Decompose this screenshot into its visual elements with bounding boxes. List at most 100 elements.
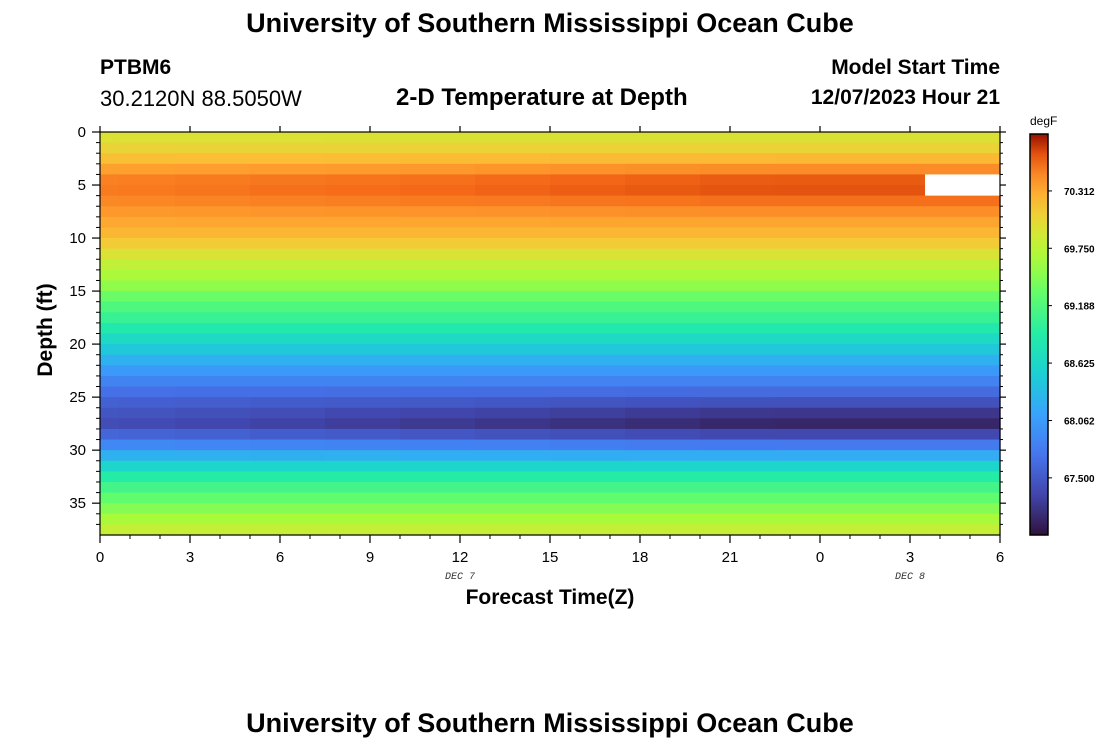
heatmap-cell: [250, 503, 326, 515]
heatmap-cell: [850, 471, 926, 483]
heatmap-cell: [100, 216, 120, 229]
heatmap-cell: [250, 460, 326, 472]
heatmap-cell: [250, 322, 326, 335]
heatmap-cell: [850, 428, 926, 441]
x-tick-label: 15: [542, 549, 559, 566]
heatmap-cell: [325, 206, 401, 218]
station-location: 30.2120N 88.5050W: [100, 86, 302, 111]
heatmap-cell: [550, 439, 626, 451]
heatmap-cell: [325, 238, 401, 250]
heatmap-cell: [400, 312, 476, 324]
heatmap-cell: [700, 375, 776, 388]
heatmap-cell: [850, 460, 926, 472]
heatmap-cell: [325, 397, 401, 409]
heatmap-cell: [550, 195, 626, 207]
heatmap-cell: [100, 206, 120, 218]
heatmap-cell: [175, 354, 251, 366]
heatmap-cell: [775, 259, 851, 271]
heatmap-cell: [100, 344, 120, 356]
heatmap-cell: [550, 227, 626, 239]
heatmap-cell: [550, 492, 626, 504]
heatmap-cell: [400, 397, 476, 409]
heatmap-cell: [550, 142, 626, 154]
heatmap-cell: [325, 195, 401, 207]
heatmap-cell: [475, 418, 551, 430]
heatmap-cell: [175, 481, 251, 494]
heatmap-cell: [250, 216, 326, 229]
heatmap-cell: [250, 407, 326, 419]
heatmap-cell: [175, 312, 251, 324]
heatmap-cell: [625, 428, 701, 441]
heatmap-cell: [400, 344, 476, 356]
heatmap-cell: [850, 269, 926, 282]
heatmap-cell: [118, 481, 176, 494]
heatmap: [100, 132, 1001, 536]
heatmap-cell: [775, 407, 851, 419]
heatmap-cell: [925, 259, 1001, 271]
heatmap-cell: [250, 163, 326, 176]
heatmap-cell: [775, 503, 851, 515]
heatmap-cell: [925, 524, 1001, 536]
heatmap-cell: [118, 153, 176, 165]
heatmap-cell: [118, 163, 176, 176]
heatmap-cell: [175, 322, 251, 335]
heatmap-cell: [175, 428, 251, 441]
heatmap-cell: [775, 354, 851, 366]
heatmap-cell: [400, 259, 476, 271]
heatmap-cell: [325, 174, 401, 186]
heatmap-cell: [700, 333, 776, 345]
heatmap-cell: [118, 238, 176, 250]
heatmap-cell: [250, 439, 326, 451]
heatmap-cell: [850, 280, 926, 292]
heatmap-cell: [100, 322, 120, 335]
heatmap-cell: [400, 428, 476, 441]
heatmap-cell: [100, 386, 120, 398]
heatmap-cell: [700, 439, 776, 451]
heatmap-cell: [850, 301, 926, 313]
heatmap-cell: [250, 386, 326, 398]
heatmap-cell: [850, 450, 926, 462]
heatmap-cell: [550, 206, 626, 218]
heatmap-cell: [625, 460, 701, 472]
heatmap-cell: [625, 227, 701, 239]
heatmap-cell: [625, 238, 701, 250]
heatmap-cell: [175, 471, 251, 483]
heatmap-cell: [850, 216, 926, 229]
heatmap-cell: [850, 174, 926, 186]
x-tick-label: 0: [96, 549, 104, 566]
heatmap-cell: [475, 503, 551, 515]
heatmap-cell: [550, 386, 626, 398]
heatmap-cell: [700, 248, 776, 260]
heatmap-cell: [250, 206, 326, 218]
heatmap-cell: [550, 407, 626, 419]
heatmap-cell: [400, 354, 476, 366]
heatmap-cell: [775, 248, 851, 260]
heatmap-cell: [625, 322, 701, 335]
heatmap-cell: [625, 513, 701, 525]
heatmap-cell: [475, 365, 551, 377]
heatmap-cell: [475, 407, 551, 419]
colorbar-tick-label: 68.062: [1064, 417, 1095, 428]
heatmap-cell: [700, 322, 776, 335]
heatmap-cell: [250, 312, 326, 324]
colorbar-tick-label: 69.750: [1064, 244, 1095, 255]
heatmap-cell: [250, 428, 326, 441]
heatmap-cell: [100, 407, 120, 419]
heatmap-cell: [475, 322, 551, 335]
heatmap-cell: [775, 397, 851, 409]
chart-title: 2-D Temperature at Depth: [396, 84, 688, 111]
heatmap-cell: [925, 418, 1001, 430]
heatmap-cell: [175, 280, 251, 292]
heatmap-cell: [775, 174, 851, 186]
colorbar-tick-label: 68.625: [1064, 359, 1095, 370]
heatmap-cell: [325, 132, 401, 144]
heatmap-cell: [700, 216, 776, 229]
y-tick-label: 35: [69, 495, 86, 512]
heatmap-cell: [100, 259, 120, 271]
heatmap-cell: [550, 333, 626, 345]
heatmap-cell: [625, 375, 701, 388]
heatmap-cell: [475, 132, 551, 144]
heatmap-cell: [475, 174, 551, 186]
heatmap-cell: [100, 269, 120, 282]
